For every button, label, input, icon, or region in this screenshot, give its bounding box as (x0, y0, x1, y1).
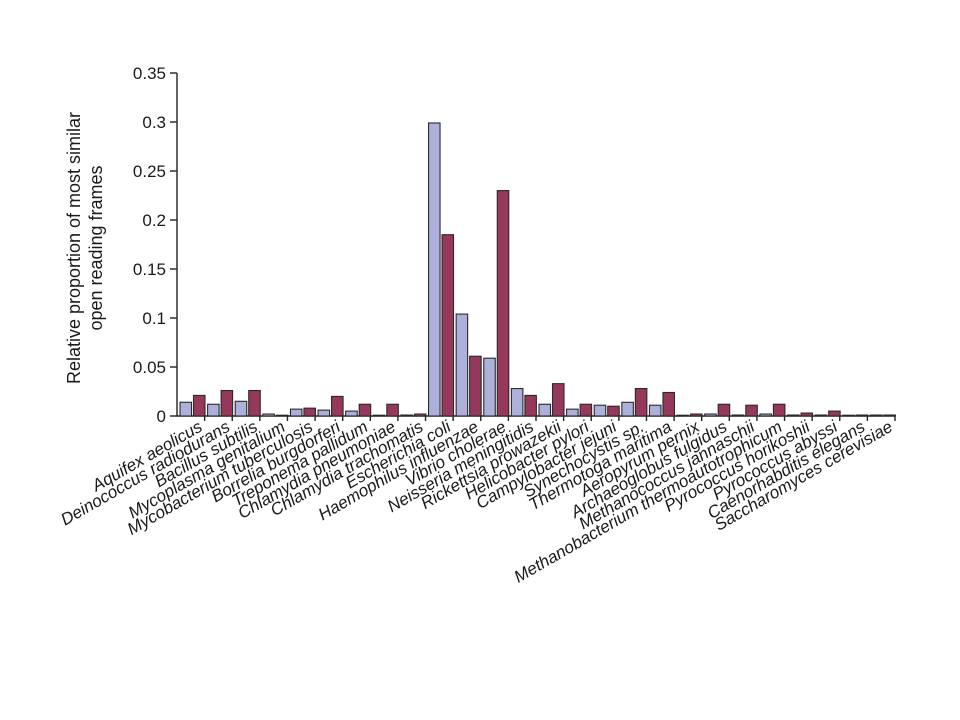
y-axis-title: Relative proportion of most similar open… (64, 112, 106, 384)
x-axis (177, 415, 896, 421)
bar-series-1 (593, 404, 607, 417)
bar-series-2 (469, 355, 482, 417)
bar-series-1 (538, 403, 552, 417)
bar-series-2 (441, 234, 455, 417)
bar-series-1 (510, 388, 524, 417)
bar-series-1 (483, 357, 496, 417)
bar-series-2 (883, 414, 896, 417)
bar-series-2 (551, 383, 565, 417)
bar-series-1 (676, 414, 690, 417)
bar-series-1 (648, 404, 662, 417)
y-tick-label: 0.3 (142, 113, 166, 132)
bar-series-1 (317, 409, 331, 417)
bar-series-1 (400, 414, 413, 417)
bar-series-2 (331, 395, 344, 417)
y-tick-label: 0.2 (142, 211, 166, 230)
bar-series-1 (621, 401, 634, 417)
bar-series-2 (828, 410, 841, 417)
bar-series-1 (566, 408, 579, 417)
bar-series-2 (220, 389, 234, 417)
bars-group (179, 122, 896, 417)
bar-series-1 (814, 414, 828, 417)
y-tick-label: 0.1 (142, 309, 166, 328)
bar-series-2 (690, 413, 703, 417)
bar-series-2 (413, 413, 427, 417)
bar-series-2 (496, 190, 510, 417)
bar-series-1 (759, 413, 772, 417)
y-tick-label: 0.05 (133, 358, 166, 377)
y-axis: 0 0.05 0.1 0.15 0.2 0.25 0.3 0.35 (133, 64, 178, 426)
bar-series-2 (275, 414, 289, 417)
bar-series-1 (179, 401, 193, 417)
bar-series-2 (717, 403, 731, 417)
bar-series-2 (303, 407, 317, 417)
bar-series-2 (579, 403, 593, 417)
bar-series-2 (248, 389, 261, 417)
bar-series-1 (207, 403, 220, 417)
y-axis-title-line-2: open reading frames (86, 165, 106, 330)
y-tick-label: 0.15 (133, 260, 166, 279)
bar-series-1 (869, 414, 883, 417)
bar-series-2 (386, 403, 399, 417)
bar-series-2 (607, 405, 620, 417)
bar-series-2 (772, 403, 786, 417)
bar-series-1 (289, 408, 303, 417)
bar-series-2 (662, 391, 676, 417)
bar-series-1 (455, 313, 469, 417)
bar-series-2 (524, 394, 537, 417)
bar-series-1 (786, 414, 800, 417)
bar-series-1 (842, 414, 855, 417)
bar-series-1 (345, 410, 358, 417)
y-tick-label: 0.35 (133, 64, 166, 83)
bar-series-2 (745, 404, 758, 417)
bar-series-2 (192, 394, 206, 417)
y-tick-label: 0 (157, 407, 166, 426)
bar-series-2 (800, 412, 814, 417)
bar-series-1 (427, 122, 441, 417)
bar-series-2 (634, 388, 648, 417)
bar-series-2 (358, 403, 372, 417)
bar-series-1 (704, 413, 717, 417)
bar-series-1 (262, 413, 275, 417)
bar-series-1 (372, 414, 386, 417)
bar-series-2 (855, 414, 869, 417)
bar-series-1 (234, 400, 248, 417)
y-axis-title-line-1: Relative proportion of most similar (64, 112, 84, 384)
y-tick-label: 0.25 (133, 162, 166, 181)
bar-series-1 (731, 414, 745, 417)
